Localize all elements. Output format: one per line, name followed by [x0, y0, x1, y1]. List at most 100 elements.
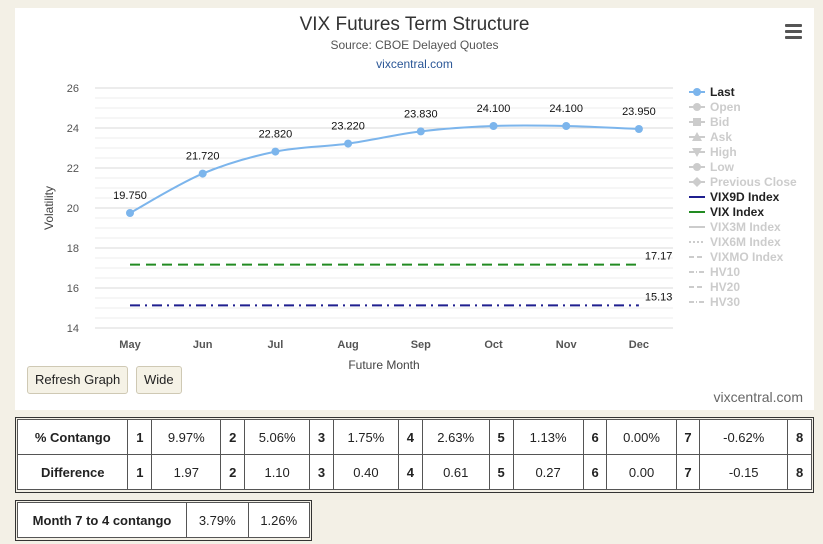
y-tick-label: 18 — [67, 243, 79, 255]
legend-symbol — [692, 177, 702, 187]
x-tick-label: Nov — [556, 339, 578, 351]
legend-item[interactable]: HV10 — [689, 265, 740, 279]
legend-symbol — [693, 118, 701, 126]
legend-item[interactable]: VIX3M Index — [689, 220, 781, 234]
legend-item[interactable]: High — [689, 145, 737, 159]
month-number-cell: 7 — [675, 419, 701, 455]
legend-label: Open — [710, 100, 741, 114]
month-number-cell: 2 — [220, 419, 246, 455]
legend-item[interactable]: Previous Close — [689, 175, 797, 189]
x-axis-title: Future Month — [348, 358, 419, 372]
month-number-cell: 7 — [675, 454, 701, 490]
refresh-graph-button[interactable]: Refresh Graph — [27, 366, 129, 394]
data-point — [562, 122, 571, 130]
menu-icon[interactable] — [785, 24, 802, 39]
series-end-label: 15.13 — [645, 291, 673, 303]
value-cell: 3.79% — [186, 502, 249, 538]
month-number-cell: 8 — [787, 454, 812, 490]
y-axis-title: Volatility — [42, 186, 56, 230]
legend-label: VIX Index — [710, 205, 764, 219]
wide-button[interactable]: Wide — [136, 366, 182, 394]
legend-label: HV20 — [710, 280, 740, 294]
legend-label: Ask — [710, 130, 732, 144]
data-point — [489, 122, 498, 130]
x-tick-label: Sep — [411, 339, 431, 351]
table-row: % Contango 1 9.97% 2 5.06% 3 1.75% 4 2.63% 5 1.13%… — [16, 419, 812, 455]
legend-label: VIXMO Index — [710, 250, 784, 264]
value-cell: 0.00% — [606, 419, 677, 455]
data-label: 19.750 — [113, 190, 147, 202]
legend-label: VIX9D Index — [710, 190, 780, 204]
data-point — [416, 127, 425, 136]
data-point — [344, 139, 353, 148]
legend-item[interactable]: Low — [689, 160, 735, 174]
y-tick-label: 22 — [67, 163, 79, 175]
data-label: 23.950 — [622, 106, 656, 118]
value-cell: -0.62% — [699, 419, 789, 455]
value-cell: 1.26% — [247, 502, 310, 538]
legend-label: VIX3M Index — [710, 220, 781, 234]
row-label: Difference — [16, 454, 129, 490]
legend-label: HV10 — [710, 265, 740, 279]
month-number-cell: 2 — [220, 454, 246, 490]
y-tick-label: 26 — [67, 83, 79, 95]
y-tick-label: 24 — [67, 123, 79, 135]
row-label: % Contango — [16, 419, 129, 455]
value-cell: 0.00 — [606, 454, 677, 490]
value-cell: -0.15 — [699, 454, 789, 490]
value-cell: 1.13% — [512, 419, 584, 455]
y-tick-label: 14 — [67, 323, 79, 335]
legend-item[interactable]: HV30 — [689, 295, 740, 309]
contango-table-frame: % Contango 1 9.97% 2 5.06% 3 1.75% 4 2.63% 5 1.13%… — [15, 417, 814, 493]
term-structure-chart: 14 16 18 20 22 24 26 May Jun Jul Aug Sep Oct Nov Dec Fu… — [42, 83, 797, 372]
value-cell: 1.75% — [332, 419, 399, 455]
x-tick-label: May — [119, 339, 141, 351]
legend-symbol — [693, 88, 701, 96]
legend-symbol — [693, 163, 701, 171]
data-label: 22.820 — [259, 129, 293, 141]
x-tick-label: Jul — [267, 339, 283, 351]
legend-item[interactable]: VIXMO Index — [689, 250, 784, 264]
x-tick-label: Oct — [484, 339, 503, 351]
chart-title: VIX Futures Term Structure — [299, 14, 530, 35]
chart-source-link[interactable]: vixcentral.com — [376, 57, 453, 71]
legend-item[interactable]: VIX9D Index — [689, 190, 780, 204]
value-cell: 0.40 — [332, 454, 399, 490]
month-number-cell: 6 — [582, 454, 608, 490]
legend-item[interactable]: VIX Index — [689, 205, 764, 219]
data-point — [198, 169, 207, 178]
contango-table: % Contango 1 9.97% 2 5.06% 3 1.75% 4 2.63% 5 1.13%… — [16, 419, 812, 490]
month-number-cell: 4 — [397, 454, 423, 490]
chart-credit[interactable]: vixcentral.com — [713, 389, 803, 405]
value-cell: 5.06% — [244, 419, 311, 455]
data-label: 23.220 — [331, 121, 365, 133]
legend-item[interactable]: Bid — [689, 115, 729, 129]
month-number-cell: 3 — [309, 454, 334, 490]
legend-item[interactable]: HV20 — [689, 280, 740, 294]
legend-label: VIX6M Index — [710, 235, 781, 249]
legend-item[interactable]: Last — [689, 85, 735, 99]
chart-subtitle: Source: CBOE Delayed Quotes — [330, 38, 499, 52]
legend-label: HV30 — [710, 295, 740, 309]
table-row: Difference 1 1.97 2 1.10 3 0.40 4 0.61 5 0.27 6 0.00… — [16, 454, 812, 490]
month-number-cell: 4 — [397, 419, 423, 455]
value-cell: 0.27 — [512, 454, 584, 490]
legend-label: Bid — [710, 115, 729, 129]
data-point — [271, 147, 280, 156]
legend-symbol — [693, 103, 701, 111]
legend-label: Last — [710, 85, 735, 99]
legend-item[interactable]: Open — [689, 100, 741, 114]
value-cell: 1.10 — [244, 454, 311, 490]
legend-item[interactable]: Ask — [689, 130, 732, 144]
y-tick-label: 20 — [67, 203, 79, 215]
x-tick-label: Dec — [629, 339, 649, 351]
legend-label: Previous Close — [710, 175, 797, 189]
value-cell: 2.63% — [421, 419, 490, 455]
data-point — [634, 125, 643, 133]
x-tick-label: Aug — [337, 339, 358, 351]
chart-card: VIX Futures Term Structure Source: CBOE … — [15, 8, 814, 410]
data-label: 23.830 — [404, 108, 438, 120]
legend-symbol — [692, 132, 702, 141]
data-label: 24.100 — [477, 103, 511, 115]
legend-item[interactable]: VIX6M Index — [689, 235, 781, 249]
